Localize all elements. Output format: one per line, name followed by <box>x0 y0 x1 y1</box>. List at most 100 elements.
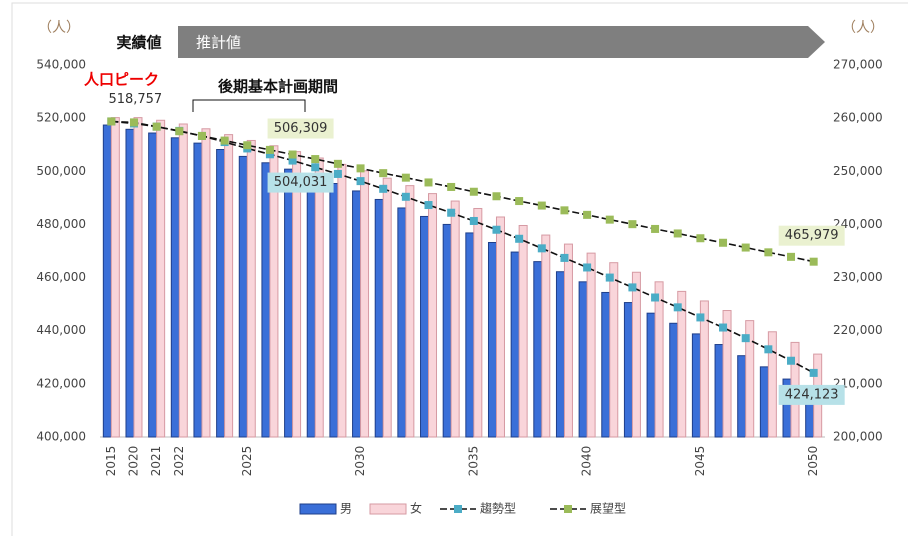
legend-label: 男 <box>340 502 352 516</box>
bar <box>563 243 573 438</box>
marker <box>605 273 614 282</box>
bar <box>428 193 438 438</box>
bar <box>329 183 339 438</box>
y-unit: （人） <box>38 20 80 36</box>
y-tick-label: 480,000 <box>36 217 86 231</box>
bar <box>170 137 180 438</box>
legend-label: 女 <box>410 501 422 516</box>
y-tick-label: 420,000 <box>36 376 86 390</box>
marker <box>673 229 682 238</box>
bar <box>654 281 664 438</box>
y2-tick-label: 270,000 <box>833 58 883 72</box>
line <box>111 120 815 374</box>
marker <box>628 220 637 229</box>
marker <box>651 224 660 233</box>
bar <box>586 252 596 438</box>
marker <box>787 356 796 365</box>
actual-label: 実績値 <box>116 34 161 52</box>
marker <box>469 216 478 225</box>
marker <box>809 257 818 266</box>
marker <box>628 283 637 292</box>
bar <box>609 262 619 438</box>
bar <box>382 177 392 438</box>
marker <box>673 303 682 312</box>
legend-marker <box>564 505 572 513</box>
y2-tick-label: 210,000 <box>833 376 883 390</box>
bar <box>737 355 747 438</box>
bar <box>767 331 777 438</box>
marker <box>424 201 433 210</box>
y-tick-label: 500,000 <box>36 164 86 178</box>
marker <box>560 206 569 215</box>
marker <box>424 178 433 187</box>
marker <box>333 169 342 178</box>
marker <box>447 208 456 217</box>
bar <box>714 344 724 438</box>
bar <box>623 302 633 438</box>
marker <box>447 182 456 191</box>
marker <box>651 293 660 302</box>
period-bracket <box>192 99 306 112</box>
marker <box>333 159 342 168</box>
marker <box>129 118 138 127</box>
marker <box>741 243 750 252</box>
marker <box>401 192 410 201</box>
bar <box>669 322 679 438</box>
marker <box>583 210 592 219</box>
marker <box>515 197 524 206</box>
marker <box>741 334 750 343</box>
value-label: 506,309 <box>274 121 328 136</box>
y2-tick-label: 200,000 <box>833 430 883 444</box>
y-tick-label: 460,000 <box>36 270 86 284</box>
x-tick-label: 2030 <box>353 446 367 477</box>
bar <box>677 290 687 438</box>
legend-label: 展望型 <box>590 502 626 516</box>
bar <box>465 232 475 438</box>
bar <box>541 234 551 438</box>
marker <box>583 263 592 272</box>
marker <box>311 155 320 164</box>
bar <box>156 119 166 438</box>
bar <box>374 198 384 438</box>
marker <box>401 173 410 182</box>
x-tick-label: 2022 <box>172 446 186 477</box>
bar <box>405 185 415 438</box>
bar <box>337 163 347 438</box>
bar <box>420 215 430 438</box>
value-label: 518,757 <box>108 92 162 107</box>
marker <box>175 127 184 136</box>
bar <box>518 224 528 438</box>
y-tick-label: 400,000 <box>36 430 86 444</box>
marker <box>764 345 773 354</box>
marker <box>696 234 705 243</box>
y2-tick-label: 240,000 <box>833 217 883 231</box>
bar <box>691 333 701 438</box>
marker <box>152 122 161 131</box>
value-label: 424,123 <box>785 387 839 402</box>
bar <box>510 251 520 438</box>
x-tick-label: 2021 <box>149 446 163 477</box>
value-label-bg <box>778 384 845 405</box>
bar <box>473 207 483 438</box>
y2-tick-label: 250,000 <box>833 164 883 178</box>
bar <box>314 157 324 438</box>
marker <box>379 169 388 178</box>
estimate-label: 推計値 <box>196 34 241 52</box>
bar <box>631 271 641 438</box>
x-tick-label: 2035 <box>466 446 480 477</box>
legend-swatch <box>299 503 337 515</box>
bar <box>284 168 294 438</box>
bar <box>246 139 256 438</box>
bar <box>110 117 120 438</box>
legend-item: 展望型 <box>550 502 626 516</box>
marker <box>764 248 773 257</box>
marker <box>537 244 546 253</box>
bar <box>102 124 112 438</box>
marker <box>311 163 320 172</box>
marker <box>492 192 501 201</box>
bar <box>699 300 709 438</box>
bar <box>646 312 656 438</box>
period-label: 後期基本計画期間 <box>217 78 338 96</box>
actual-band <box>100 26 178 58</box>
